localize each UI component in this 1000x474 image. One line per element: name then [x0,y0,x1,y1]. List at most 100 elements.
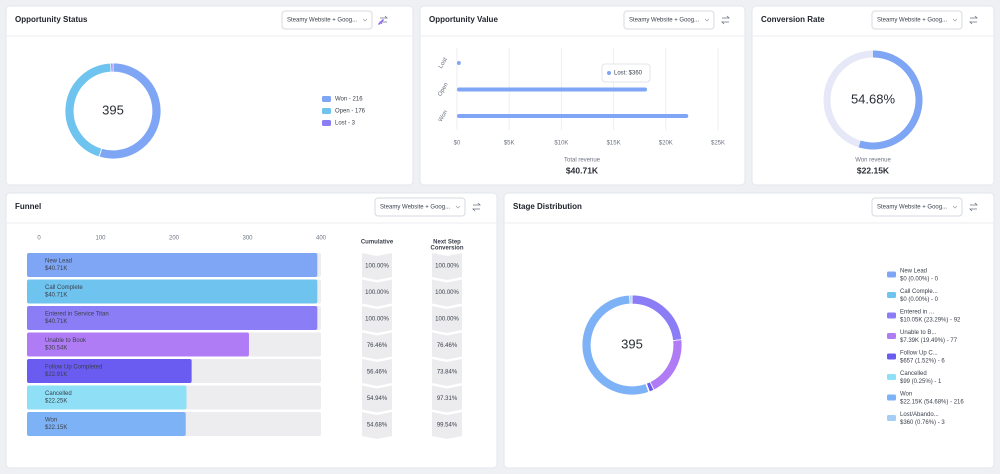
chevron-cell [362,279,392,307]
chevron-cell [432,279,462,307]
stage-revenue: $22.15K [45,425,67,431]
legend-swatch [322,108,331,114]
tooltip-text: Lost: $360 [614,71,643,77]
conversion-value: 73.84% [437,370,458,376]
legend-label: Open - 176 [335,109,366,115]
panel-title: Conversion Rate [761,15,825,24]
donut-total: 395 [621,336,643,351]
stage-name: Won [45,418,57,424]
panel-title: Opportunity Value [429,15,498,24]
chevron-cell [362,412,392,439]
chevron-cell [362,385,392,413]
legend-detail: $0 (0.00%) - 0 [900,277,939,283]
bar [457,61,461,65]
chevron [952,18,958,22]
filter-dropdown[interactable] [871,197,963,217]
cumulative-value: 100.00% [365,317,389,323]
column-header: Cumulative [361,240,394,246]
chevron-cell [432,306,462,333]
legend-detail: $22.15K (54.68%) - 216 [900,400,964,406]
legend-label: Won - 216 [335,97,363,103]
chevron [704,18,710,22]
chevron-cell [432,253,462,280]
filter-dropdown[interactable] [871,10,963,30]
panel-title: Opportunity Status [15,15,88,24]
bar [27,306,318,330]
panel [419,5,746,186]
panel-title: Funnel [15,202,41,211]
y-tick-label: Won [438,109,449,123]
filter-text[interactable]: Steamy Website + Goog... [629,18,699,24]
filter-text[interactable]: Steamy Website + Goog... [877,205,947,211]
stage-name: Call Complete [45,285,83,291]
donut-total: 395 [102,102,124,117]
legend-detail: $99 (0.25%) - 1 [900,379,942,385]
cumulative-value: 56.46% [367,370,388,376]
swap-icon[interactable] [969,202,978,212]
chevron-cell [362,306,392,333]
stage-revenue: $40.71K [45,266,67,272]
swap-icon[interactable] [969,15,978,25]
stage-name: Cancelled [45,391,72,397]
bar [457,114,689,118]
legend-detail: $7.39K (19.49%) - 77 [900,338,958,344]
swap-icon[interactable] [721,15,730,25]
filter-text[interactable]: Steamy Website + Goog... [877,18,947,24]
conversion-value: 100.00% [435,317,459,323]
x-tick-label: $5K [504,141,515,147]
swap-icon[interactable] [472,202,481,212]
stage-name: New Lead [45,259,72,265]
filter-dropdown[interactable] [623,10,715,30]
conversion-value: 100.00% [435,290,459,296]
chevron-cell [432,359,462,386]
legend-swatch [887,415,896,421]
filter-text[interactable]: Steamy Website + Goog... [287,18,357,24]
conversion-value: 99.54% [437,423,458,429]
stage-revenue: $22.91K [45,372,67,378]
legend-swatch [887,333,896,339]
legend-detail: $0 (0.00%) - 0 [900,297,939,303]
stage-revenue: $22.25K [45,399,67,405]
donut-segment [629,294,633,305]
cumulative-value: 100.00% [365,264,389,270]
x-tick-label: 300 [242,236,253,242]
legend-detail: $657 (1.52%) - 6 [900,359,945,365]
legend-swatch [887,374,896,380]
legend-label: New Lead [900,269,927,275]
bar [27,412,186,436]
legend-swatch [322,96,331,102]
legend-swatch [887,353,896,360]
caption-value: $22.15K [857,165,890,175]
edit-icon[interactable] [378,19,384,25]
chevron-cell [362,253,392,280]
x-tick-label: $15K [607,141,621,147]
legend-label: Lost/Abando... [900,412,939,418]
x-tick-label: 100 [95,236,106,242]
y-tick-label: Lost [438,57,449,70]
cumulative-value: 100.00% [365,290,389,296]
cumulative-value: 76.46% [367,343,388,349]
legend-detail: $10.05K (23.29%) - 92 [900,318,961,324]
legend-swatch [887,292,896,298]
legend-swatch [887,271,896,278]
bar [27,253,318,277]
x-tick-label: $25K [711,141,725,147]
chevron [362,18,368,22]
stage-revenue: $40.71K [45,319,67,325]
chevron [952,205,958,209]
legend-label: Call Comple... [900,289,938,295]
filter-dropdown[interactable] [281,10,373,30]
filter-text[interactable]: Steamy Website + Goog... [380,205,450,211]
chevron-cell [432,412,462,439]
panel [503,192,995,469]
donut-segment [110,62,114,73]
filter-dropdown[interactable] [374,197,466,217]
gauge-label: 54.68% [851,91,896,106]
caption: Won revenue [855,158,891,164]
x-tick-label: 200 [169,236,180,242]
cumulative-value: 54.94% [367,396,388,402]
x-tick-label: $10K [554,141,568,147]
legend-swatch [322,120,331,126]
